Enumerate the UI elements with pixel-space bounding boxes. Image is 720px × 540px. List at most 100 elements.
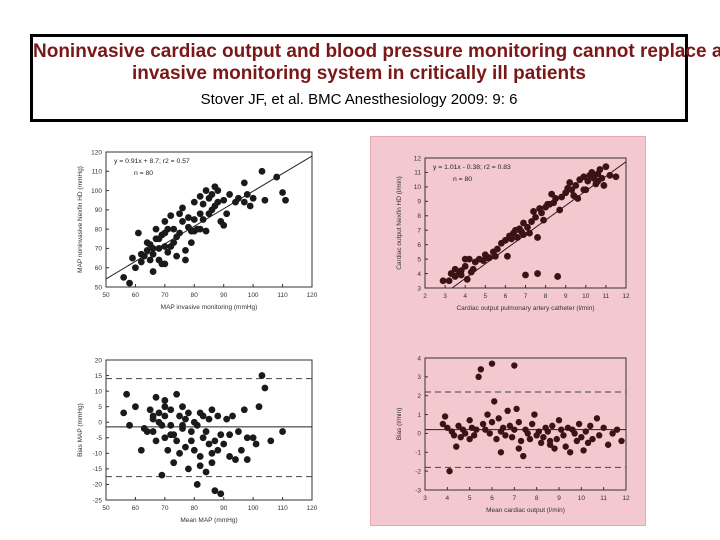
data-point xyxy=(214,412,222,420)
data-point xyxy=(149,245,157,252)
data-point xyxy=(170,239,178,247)
data-point xyxy=(214,446,222,454)
y-tick-label: 7 xyxy=(417,228,421,235)
y-tick-label: 4 xyxy=(417,355,421,362)
data-point xyxy=(249,434,257,442)
data-point xyxy=(243,456,251,463)
data-point xyxy=(463,275,471,283)
data-point xyxy=(524,430,531,437)
data-point xyxy=(493,435,500,443)
data-point xyxy=(571,430,578,437)
map-correlation-equation: y = 0.91x + 8.7; r2 = 0.57 xyxy=(114,158,190,165)
data-point xyxy=(580,447,587,454)
x-tick-label: 60 xyxy=(132,505,140,512)
data-point xyxy=(167,431,175,439)
data-point xyxy=(273,173,281,181)
data-point xyxy=(600,182,608,189)
x-tick-label: 100 xyxy=(248,292,259,299)
y-tick-label: 3 xyxy=(417,374,421,381)
data-point xyxy=(208,406,216,414)
data-point xyxy=(185,214,192,221)
data-point xyxy=(609,430,616,437)
data-point xyxy=(534,234,541,241)
data-point xyxy=(240,406,248,414)
y-tick-label: 10 xyxy=(414,184,422,191)
data-point xyxy=(520,231,527,238)
co-bland-altman-frame xyxy=(424,357,627,491)
data-point xyxy=(137,446,145,454)
data-point xyxy=(196,192,204,200)
data-point xyxy=(155,235,163,243)
co-correlation-n-label: n = 80 xyxy=(453,176,472,183)
map-correlation-y-axis-label: MAP noninvasive Nexfin HD (mmHg) xyxy=(77,166,84,273)
x-tick-label: 50 xyxy=(102,292,110,299)
x-tick-label: 3 xyxy=(443,293,447,300)
x-tick-label: 60 xyxy=(132,292,140,299)
data-point xyxy=(580,173,588,181)
x-tick-label: 3 xyxy=(423,495,427,502)
data-point xyxy=(199,216,207,223)
data-point xyxy=(176,210,183,218)
data-point xyxy=(532,213,539,221)
data-point xyxy=(149,415,157,423)
data-point xyxy=(155,245,163,252)
data-point xyxy=(479,420,487,428)
data-point xyxy=(502,432,509,439)
data-point xyxy=(202,468,210,476)
data-point xyxy=(226,431,234,439)
x-tick-label: 7 xyxy=(524,293,528,300)
data-point xyxy=(544,428,552,435)
y-tick-label: 50 xyxy=(95,284,103,291)
data-point xyxy=(193,481,201,488)
data-point xyxy=(457,434,464,441)
data-point xyxy=(123,390,130,398)
data-point xyxy=(161,260,169,268)
data-point xyxy=(462,430,469,437)
data-point xyxy=(146,406,154,414)
x-tick-label: 100 xyxy=(248,505,259,512)
data-point xyxy=(461,262,469,270)
data-point xyxy=(524,223,531,231)
data-point xyxy=(516,225,523,233)
y-tick-label: -15 xyxy=(93,466,103,473)
data-point xyxy=(596,432,603,439)
y-tick-label: 90 xyxy=(95,207,103,214)
data-point xyxy=(187,437,195,445)
x-tick-label: 4 xyxy=(446,495,450,502)
data-point xyxy=(164,446,172,454)
data-point xyxy=(208,449,216,457)
data-point xyxy=(132,403,139,411)
y-tick-label: 10 xyxy=(95,388,103,395)
data-point xyxy=(120,273,128,281)
data-point xyxy=(205,440,213,448)
y-tick-label: -1 xyxy=(415,450,421,457)
y-tick-label: 20 xyxy=(95,357,103,364)
data-point xyxy=(179,218,186,225)
data-point xyxy=(558,193,566,201)
data-point xyxy=(173,252,181,260)
y-tick-label: -25 xyxy=(93,497,103,504)
co-correlation-equation: y = 1.01x - 0.38; r2 = 0.83 xyxy=(433,164,511,171)
data-point xyxy=(279,428,286,435)
data-point xyxy=(566,449,574,456)
data-point xyxy=(226,191,234,198)
y-tick-label: -5 xyxy=(96,435,102,442)
x-tick-label: 12 xyxy=(622,293,630,300)
data-point xyxy=(483,254,491,262)
data-point xyxy=(185,409,192,417)
data-point xyxy=(530,208,537,215)
data-point xyxy=(229,412,236,420)
data-point xyxy=(187,239,195,247)
data-point xyxy=(243,191,251,198)
data-point xyxy=(497,449,505,456)
data-point xyxy=(528,218,535,225)
data-point xyxy=(232,456,239,463)
data-point xyxy=(152,437,160,445)
data-point xyxy=(161,243,169,250)
data-point xyxy=(596,166,604,173)
x-tick-label: 5 xyxy=(468,495,472,502)
data-point xyxy=(158,471,166,479)
title-line-2: invasive monitoring system in critically… xyxy=(131,63,587,84)
